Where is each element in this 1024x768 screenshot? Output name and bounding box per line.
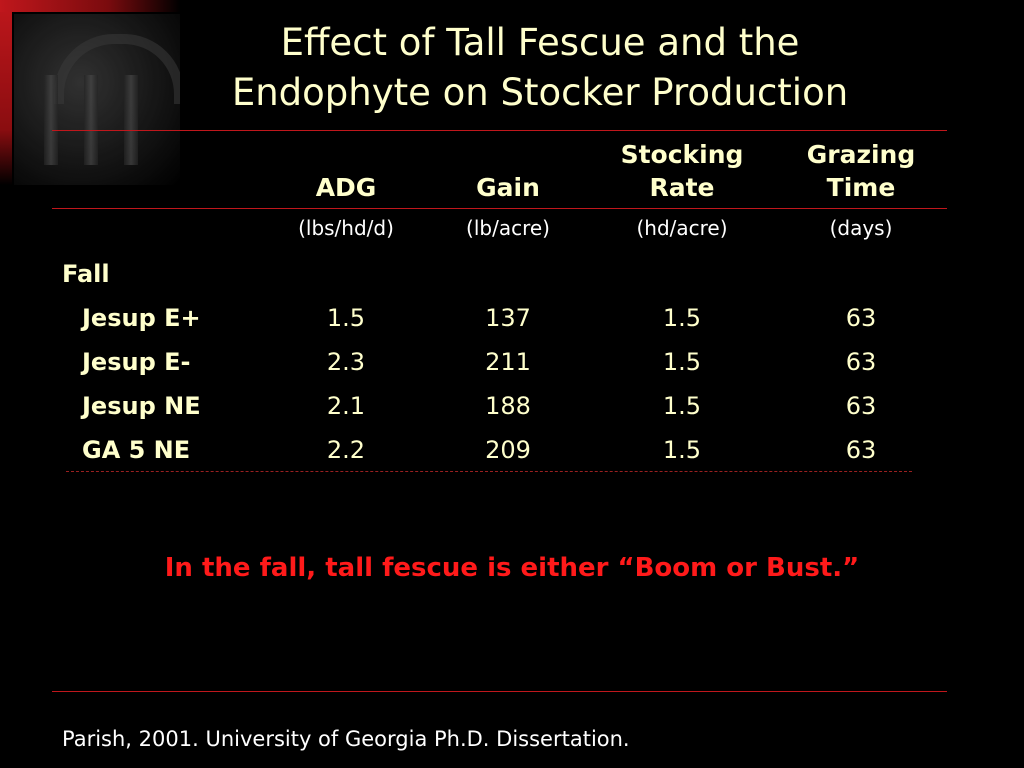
- cell-grazing-time: 63: [845, 392, 877, 420]
- column-header-stocking-rate: Stocking Rate: [602, 138, 762, 204]
- cell-gain: 211: [485, 348, 531, 376]
- section-label-fall: Fall: [62, 260, 110, 288]
- cell-stocking-rate: 1.5: [662, 304, 702, 332]
- arch-emblem: [14, 14, 180, 185]
- university-logo: [0, 0, 180, 185]
- row-label: GA 5 NE: [82, 436, 191, 464]
- column-header-line-1: [448, 138, 568, 171]
- cell-gain: 188: [485, 392, 531, 420]
- row-label: Jesup E-: [82, 348, 191, 376]
- column-header-line-2: Rate: [649, 173, 715, 202]
- unit-stocking-rate: (hd/acre): [636, 216, 728, 240]
- logo-top-band: [0, 0, 180, 12]
- cell-gain: 137: [485, 304, 531, 332]
- slide-title: Effect of Tall Fescue and the Endophyte …: [200, 18, 880, 118]
- footer-rule: [52, 691, 947, 692]
- cell-grazing-time: 63: [845, 304, 877, 332]
- row-label: Jesup E+: [82, 304, 201, 332]
- cell-stocking-rate: 1.5: [662, 436, 702, 464]
- cell-adg: 2.1: [326, 392, 366, 420]
- arch-pillar: [124, 75, 138, 165]
- cell-stocking-rate: 1.5: [662, 348, 702, 376]
- column-header-line-1: Stocking: [620, 140, 744, 169]
- unit-gain: (lb/acre): [466, 216, 550, 240]
- cell-grazing-time: 63: [845, 348, 877, 376]
- cell-adg: 2.2: [326, 436, 366, 464]
- column-header-adg: ADG: [286, 138, 406, 204]
- logo-red-band: [0, 0, 12, 185]
- column-header-gain: Gain: [448, 138, 568, 204]
- column-header-line-1: [286, 138, 406, 171]
- title-line-2: Endophyte on Stocker Production: [231, 71, 849, 114]
- cell-gain: 209: [485, 436, 531, 464]
- column-header-line-2: Gain: [476, 173, 540, 202]
- arch-cap: [54, 34, 180, 104]
- table-header-rule: [52, 208, 947, 209]
- unit-adg: (lbs/hd/d): [298, 216, 394, 240]
- cell-adg: 1.5: [326, 304, 366, 332]
- boom-or-bust-callout: In the fall, tall fescue is either “Boom…: [164, 553, 860, 583]
- cell-adg: 2.3: [326, 348, 366, 376]
- unit-grazing-time: (days): [829, 216, 893, 240]
- table-bottom-dashed-rule: [66, 471, 912, 472]
- column-header-line-2: Time: [826, 173, 896, 202]
- arch-pillar: [44, 75, 58, 165]
- column-header-line-1: Grazing: [806, 140, 916, 169]
- cell-grazing-time: 63: [845, 436, 877, 464]
- title-line-1: Effect of Tall Fescue and the: [280, 21, 800, 64]
- column-header-line-2: ADG: [315, 173, 377, 202]
- arch-pillar: [84, 75, 98, 165]
- cell-stocking-rate: 1.5: [662, 392, 702, 420]
- row-label: Jesup NE: [82, 392, 201, 420]
- table-top-rule: [52, 130, 947, 131]
- column-header-grazing-time: Grazing Time: [786, 138, 936, 204]
- source-citation: Parish, 2001. University of Georgia Ph.D…: [62, 727, 630, 751]
